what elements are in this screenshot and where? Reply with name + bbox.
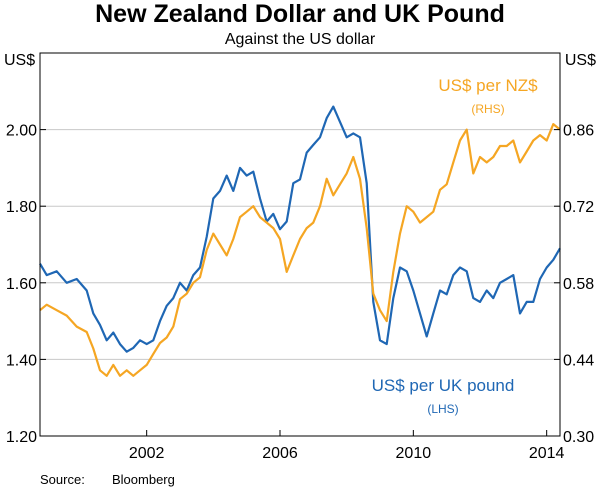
nzd-series-line (39, 123, 561, 377)
gbp-series-line (39, 105, 561, 353)
chart-title: New Zealand Dollar and UK Pound (95, 0, 505, 28)
x-axis-tick-label: 2006 (262, 445, 298, 462)
left-axis-tick-label: 1.80 (6, 199, 37, 216)
right-axis-tick-label: 0.86 (563, 123, 594, 140)
x-axis-tick-label: 2010 (396, 445, 432, 462)
source-label: Source: (40, 472, 85, 487)
nzd-series-axis-note: (RHS) (471, 102, 504, 116)
chart-subtitle: Against the US dollar (224, 31, 376, 48)
tick-marks (40, 129, 560, 437)
plot-frame (39, 52, 561, 437)
x-axis-tick-label: 2002 (129, 445, 165, 462)
series-lines (39, 105, 561, 377)
right-axis-tick-label: 0.58 (563, 276, 594, 293)
tick-labels: 1.20 1.40 1.60 1.80 2.00 0.30 0.44 0.58 0.72 0.86… (6, 123, 594, 462)
left-axis-tick-label: 1.60 (6, 276, 37, 293)
left-axis-tick-label: 2.00 (6, 123, 37, 140)
gbp-series-axis-note: (LHS) (427, 402, 458, 416)
source-note: Source: Bloomberg (40, 472, 175, 488)
x-axis-tick-label: 2014 (529, 445, 565, 462)
source-value: Bloomberg (112, 472, 175, 487)
nzd-series-label: US$ per NZ$ (438, 76, 538, 95)
left-axis-tick-label: 1.20 (6, 429, 37, 446)
right-axis-tick-label: 0.30 (563, 429, 594, 446)
gridlines (40, 129, 560, 360)
right-axis-tick-label: 0.72 (563, 199, 594, 216)
left-axis-tick-label: 1.40 (6, 352, 37, 369)
gbp-series-label: US$ per UK pound (372, 376, 515, 395)
right-axis-unit: US$ (564, 52, 596, 69)
right-axis-tick-label: 0.44 (563, 352, 594, 369)
left-axis-unit: US$ (4, 52, 36, 69)
